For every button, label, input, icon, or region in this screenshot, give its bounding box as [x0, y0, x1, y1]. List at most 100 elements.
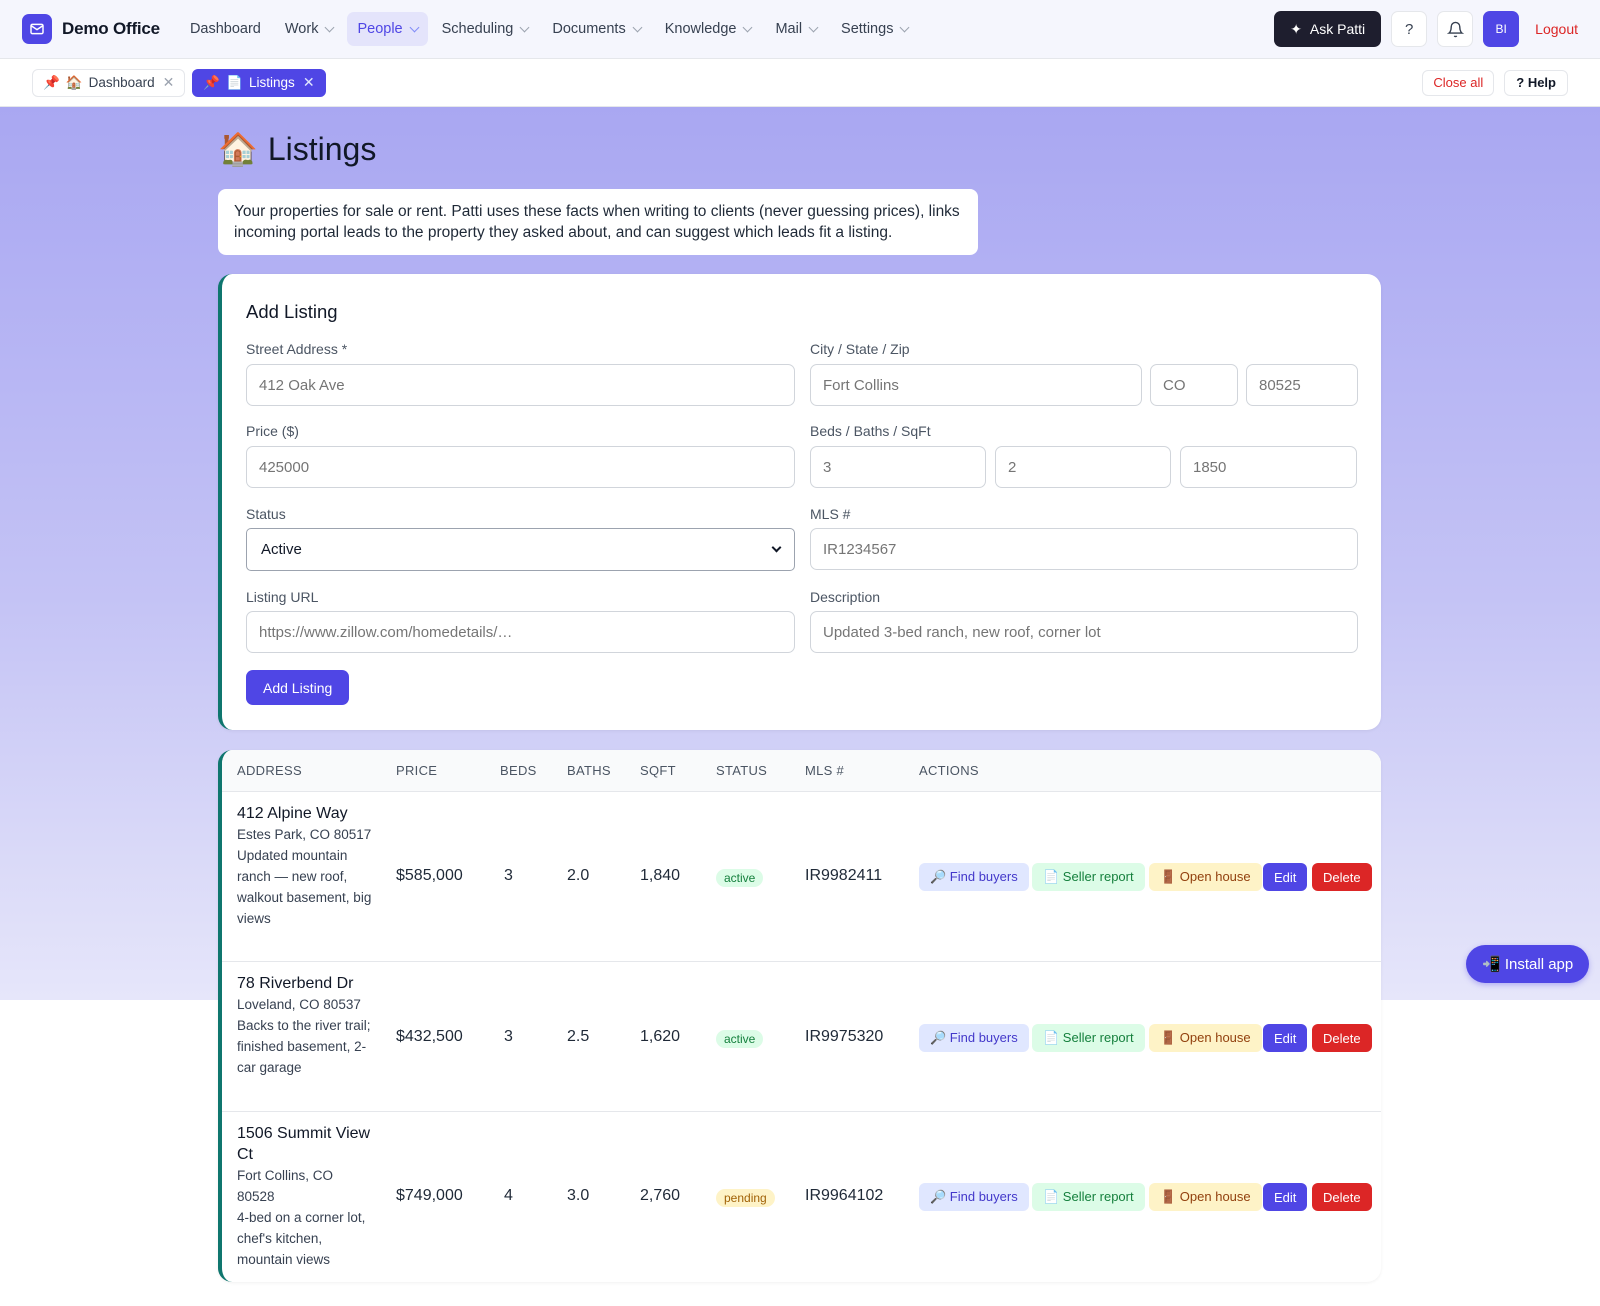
- nav-dashboard-label: Dashboard: [189, 21, 261, 37]
- col-actions: ACTIONS: [919, 763, 979, 778]
- listing-url-label: Listing URL: [246, 589, 319, 605]
- address-cell: 412 Alpine Way Estes Park, CO 80517 Upda…: [237, 803, 372, 929]
- address-cell: 78 Riverbend Dr Loveland, CO 80537 Backs…: [237, 973, 372, 1078]
- street-address-input[interactable]: [246, 364, 795, 406]
- status-select[interactable]: Active: [246, 528, 795, 571]
- nav-mail[interactable]: Mail: [765, 12, 827, 46]
- status-label: Status: [246, 506, 286, 522]
- nav-documents[interactable]: Documents: [542, 12, 650, 46]
- seller-report-button[interactable]: 📄 Seller report: [1032, 863, 1145, 891]
- state-input[interactable]: [1150, 364, 1238, 406]
- listings-table: ADDRESS PRICE BEDS BATHS SQFT STATUS MLS…: [218, 750, 1381, 1282]
- col-address: ADDRESS: [237, 763, 302, 778]
- col-sqft: SQFT: [640, 763, 676, 778]
- nav-settings-label: Settings: [841, 21, 894, 37]
- page-title: 🏠 Listings: [218, 130, 376, 168]
- help-button[interactable]: ?: [1391, 11, 1428, 47]
- city-line: Fort Collins, CO 80528: [237, 1168, 334, 1204]
- table-header: ADDRESS PRICE BEDS BATHS SQFT STATUS MLS…: [222, 750, 1381, 792]
- ask-patti-label: Ask Patti: [1309, 21, 1366, 37]
- add-listing-button[interactable]: Add Listing: [246, 670, 350, 705]
- status-badge: active: [716, 869, 764, 887]
- sqft-input[interactable]: [1180, 446, 1357, 488]
- mls-input[interactable]: [810, 528, 1358, 570]
- description-label: Description: [810, 589, 881, 605]
- chevron-down-icon: [409, 22, 420, 32]
- sparkle-icon: ✦: [1290, 20, 1302, 37]
- status-badge: active: [716, 1030, 764, 1048]
- mls-cell: IR9982411: [805, 867, 883, 884]
- description-input[interactable]: [810, 611, 1358, 653]
- chevron-down-icon: [771, 542, 782, 553]
- open-house-button[interactable]: 🚪 Open house: [1149, 863, 1262, 891]
- delete-button[interactable]: Delete: [1312, 863, 1372, 891]
- nav-scheduling[interactable]: Scheduling: [432, 12, 539, 46]
- logout-link[interactable]: Logout: [1535, 21, 1578, 37]
- open-house-button[interactable]: 🚪 Open house: [1149, 1024, 1262, 1052]
- baths-input[interactable]: [995, 446, 1171, 488]
- tab-dashboard-label: Dashboard: [88, 75, 155, 90]
- baths-cell: 3.0: [567, 1187, 590, 1204]
- open-tabs-bar: 📌 🏠 Dashboard ✕ 📌 📄 Listings ✕ Close all…: [0, 59, 1600, 107]
- pin-icon: 📌: [203, 74, 221, 90]
- chevron-down-icon: [632, 22, 643, 32]
- chevron-down-icon: [325, 22, 335, 32]
- help-tab-button[interactable]: ? Help: [1504, 69, 1568, 96]
- price-cell: $432,500: [396, 1028, 463, 1045]
- nav-knowledge[interactable]: Knowledge: [655, 12, 762, 46]
- nav-dashboard[interactable]: Dashboard: [180, 12, 271, 46]
- app-name[interactable]: Demo Office: [62, 19, 160, 38]
- close-all-button[interactable]: Close all: [1422, 69, 1495, 96]
- street: 78 Riverbend Dr: [237, 975, 354, 992]
- zip-input[interactable]: [1246, 364, 1358, 406]
- nav-work[interactable]: Work: [275, 12, 344, 46]
- city-line: Estes Park, CO 80517: [237, 827, 372, 842]
- city-state-zip-label: City / State / Zip: [810, 341, 910, 357]
- nav-scheduling-label: Scheduling: [441, 21, 514, 37]
- find-buyers-button[interactable]: 🔎 Find buyers: [919, 1024, 1029, 1052]
- mail-logo-icon[interactable]: [22, 14, 52, 44]
- city-line: Loveland, CO 80537: [237, 997, 361, 1012]
- tab-dashboard[interactable]: 📌 🏠 Dashboard ✕: [32, 68, 186, 97]
- listing-url-input[interactable]: [246, 611, 795, 653]
- delete-button[interactable]: Delete: [1312, 1183, 1372, 1211]
- delete-button[interactable]: Delete: [1312, 1024, 1372, 1052]
- street: 1506 Summit View Ct: [237, 1125, 371, 1163]
- close-icon[interactable]: ✕: [302, 74, 315, 90]
- house-icon: 🏠: [65, 74, 83, 90]
- chevron-down-icon: [519, 22, 530, 32]
- mls-label: MLS #: [810, 506, 851, 522]
- user-avatar[interactable]: BI: [1483, 11, 1520, 47]
- nav-knowledge-label: Knowledge: [664, 21, 737, 37]
- page-title-text: Listings: [267, 130, 377, 167]
- find-buyers-button[interactable]: 🔎 Find buyers: [919, 1183, 1029, 1211]
- notifications-button[interactable]: [1437, 11, 1474, 47]
- edit-button[interactable]: Edit: [1263, 1183, 1308, 1211]
- seller-report-button[interactable]: 📄 Seller report: [1032, 1183, 1145, 1211]
- intro-text: Your properties for sale or rent. Patti …: [218, 189, 978, 255]
- open-house-button[interactable]: 🚪 Open house: [1149, 1183, 1262, 1211]
- seller-report-button[interactable]: 📄 Seller report: [1032, 1024, 1145, 1052]
- status-badge: pending: [716, 1189, 775, 1207]
- tab-listings[interactable]: 📌 📄 Listings ✕: [192, 68, 326, 97]
- beds-input[interactable]: [810, 446, 986, 488]
- city-input[interactable]: [810, 364, 1142, 406]
- house-icon: 🏠: [218, 131, 258, 167]
- sqft-cell: 1,840: [640, 867, 681, 884]
- edit-button[interactable]: Edit: [1263, 1024, 1308, 1052]
- close-icon[interactable]: ✕: [162, 74, 175, 90]
- listing-description: Backs to the river trail; finished basem…: [237, 1018, 371, 1075]
- price-input[interactable]: [246, 446, 795, 488]
- find-buyers-button[interactable]: 🔎 Find buyers: [919, 863, 1029, 891]
- install-app-button[interactable]: 📲 Install app: [1466, 945, 1590, 983]
- col-status: STATUS: [716, 763, 768, 778]
- col-price: PRICE: [396, 763, 438, 778]
- form-title: Add Listing: [246, 301, 338, 322]
- ask-patti-button[interactable]: ✦ Ask Patti: [1274, 11, 1382, 47]
- nav-settings[interactable]: Settings: [831, 12, 918, 46]
- col-baths: BATHS: [567, 763, 611, 778]
- nav-people[interactable]: People: [347, 12, 428, 46]
- street-label: Street Address *: [246, 341, 348, 357]
- listing-description: Updated mountain ranch — new roof, walko…: [237, 848, 372, 926]
- edit-button[interactable]: Edit: [1263, 863, 1308, 891]
